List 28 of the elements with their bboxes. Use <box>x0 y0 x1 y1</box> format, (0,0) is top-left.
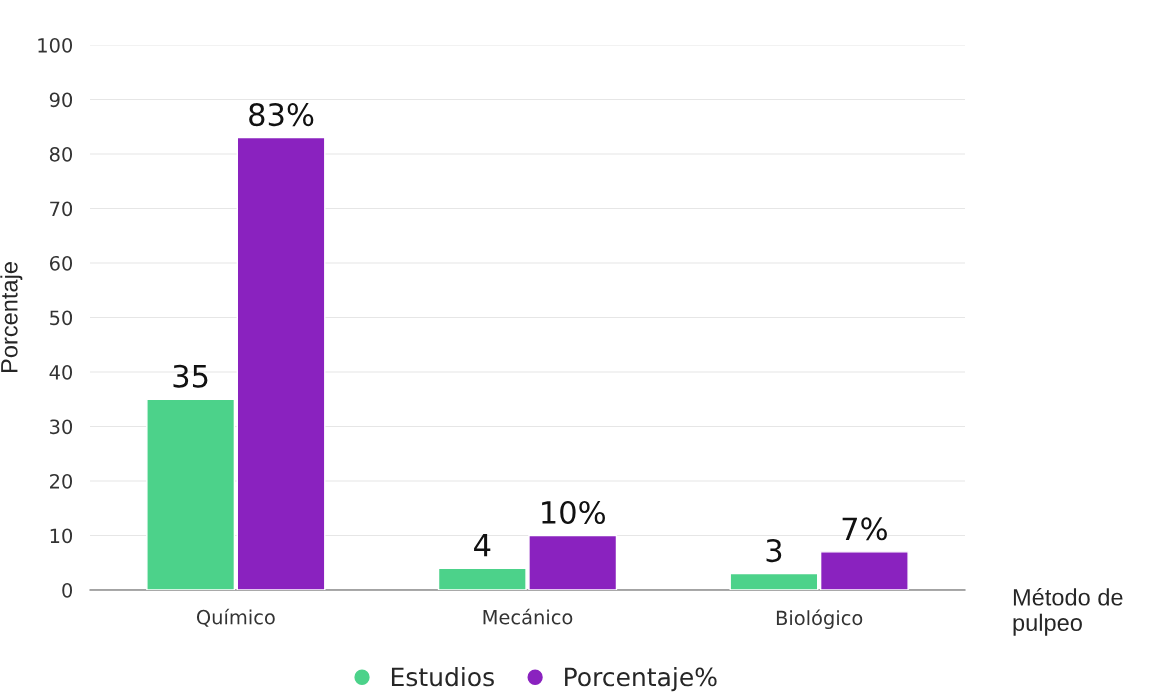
data-label: 83% <box>249 103 314 127</box>
bar <box>729 572 819 590</box>
y-tick-label: 70 <box>50 201 73 217</box>
y-tick-label: 10 <box>50 528 73 544</box>
y-axis-title: Porcentaje <box>0 262 23 372</box>
y-tick-label: 20 <box>50 473 73 489</box>
data-label: 3 <box>766 539 782 563</box>
data-label: 7% <box>842 517 887 541</box>
bar <box>819 551 909 590</box>
y-tick-label: 60 <box>49 255 73 271</box>
y-tick-label: 80 <box>49 146 73 162</box>
x-tick-label: Químico <box>196 608 275 627</box>
y-tick-label: 100 <box>38 37 73 53</box>
y-tick-label: 0 <box>62 582 73 598</box>
y-tick-label: 30 <box>50 419 73 435</box>
bar <box>236 136 326 590</box>
y-tick-label: 90 <box>49 92 73 108</box>
x-tick-label: Biológico <box>776 609 863 630</box>
y-tick-label: 40 <box>49 364 73 380</box>
bar <box>146 398 236 590</box>
legend-label: Porcentaje% <box>565 667 717 692</box>
legend-label: Estudios <box>391 667 494 687</box>
data-label: 35 <box>173 364 208 388</box>
data-label: 4 <box>474 534 491 557</box>
x-axis-title: Método de pulpeo <box>1013 588 1123 636</box>
x-tick-label: Mecánico <box>483 608 573 625</box>
data-label: 10% <box>542 500 605 525</box>
y-tick-label: 50 <box>50 310 73 326</box>
